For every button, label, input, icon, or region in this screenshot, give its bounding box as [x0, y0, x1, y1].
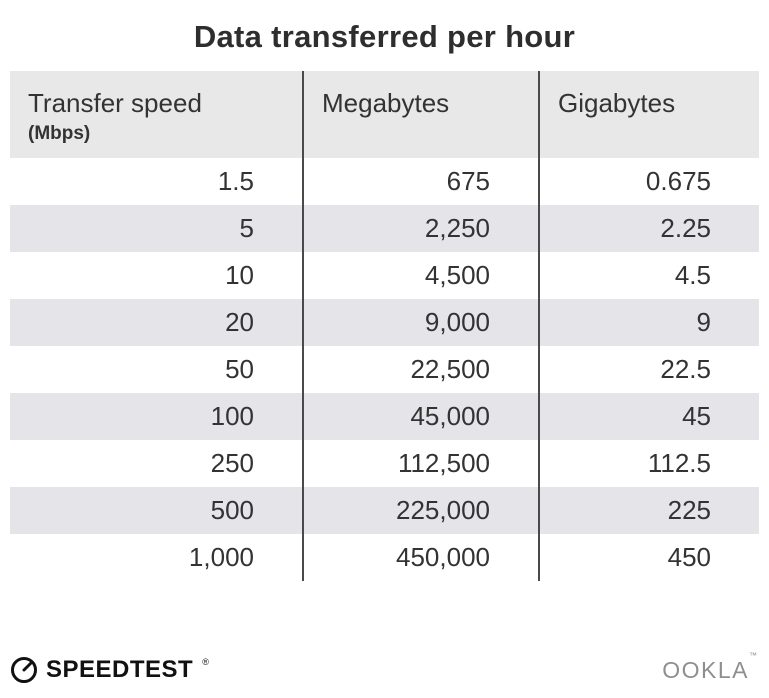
table-cell: 45: [538, 393, 759, 440]
table-row: 1.5 675 0.675: [10, 158, 759, 205]
table-cell: 2,250: [302, 205, 538, 252]
table-row: 50 22,500 22.5: [10, 346, 759, 393]
table-row: 500 225,000 225: [10, 487, 759, 534]
table-cell: 45,000: [302, 393, 538, 440]
table-cell: 22.5: [538, 346, 759, 393]
table-body: 1.5 675 0.675 5 2,250 2.25 10 4,500 4.5 20 9,000 9 5…: [10, 158, 759, 581]
ookla-logo: OOKLA™: [662, 651, 757, 684]
table-cell: 50: [225, 354, 254, 384]
table-row: 250 112,500 112.5: [10, 440, 759, 487]
header-transfer-speed-label: Transfer speed: [28, 88, 202, 118]
footer: SPEEDTEST ® OOKLA™: [10, 651, 757, 684]
speedtest-registered-mark: ®: [202, 657, 209, 667]
table-cell: 4,500: [302, 252, 538, 299]
table-cell: 100: [210, 401, 254, 431]
table-cell: 20: [225, 307, 254, 337]
table-cell: 1.5: [217, 166, 254, 196]
ookla-wordmark: OOKLA: [662, 656, 749, 683]
table-cell: 250: [210, 448, 254, 478]
speedtest-gauge-icon: [11, 657, 37, 683]
table-cell: 112.5: [538, 440, 759, 487]
table-row: 5 2,250 2.25: [10, 205, 759, 252]
table-row: 10 4,500 4.5: [10, 252, 759, 299]
table-cell: 9: [538, 299, 759, 346]
page-title: Data transferred per hour: [193, 19, 576, 54]
header-megabytes-label: Megabytes: [322, 88, 450, 118]
header-megabytes: Megabytes: [302, 71, 538, 158]
table-row: 1,000 450,000 450: [10, 534, 759, 581]
table-cell: 4.5: [538, 252, 759, 299]
ookla-trademark-mark: ™: [749, 650, 757, 660]
table-cell: 22,500: [302, 346, 538, 393]
table-cell: 1,000: [188, 542, 254, 572]
header-gigabytes-label: Gigabytes: [558, 88, 676, 118]
data-table: Transfer speed (Mbps) Megabytes Gigabyte…: [10, 71, 759, 581]
table-cell: 9,000: [302, 299, 538, 346]
table-header: Transfer speed (Mbps) Megabytes Gigabyte…: [10, 71, 759, 158]
table-cell: 0.675: [538, 158, 759, 205]
table-cell: 450,000: [302, 534, 538, 581]
header-transfer-speed-unit: (Mbps): [28, 123, 91, 144]
table-cell: 2.25: [538, 205, 759, 252]
table-cell: 10: [225, 260, 254, 290]
table-row: 100 45,000 45: [10, 393, 759, 440]
table-cell: 225: [538, 487, 759, 534]
table-cell: 225,000: [302, 487, 538, 534]
table-row: 20 9,000 9: [10, 299, 759, 346]
table-cell: 112,500: [302, 440, 538, 487]
table-cell: 5: [239, 213, 254, 243]
speedtest-logo: SPEEDTEST ®: [10, 656, 209, 684]
speedtest-wordmark: SPEEDTEST: [46, 656, 194, 683]
header-gigabytes: Gigabytes: [538, 71, 759, 158]
header-transfer-speed: Transfer speed (Mbps): [10, 71, 302, 158]
table-cell: 450: [538, 534, 759, 581]
table-cell: 675: [302, 158, 538, 205]
table-cell: 500: [210, 495, 254, 525]
